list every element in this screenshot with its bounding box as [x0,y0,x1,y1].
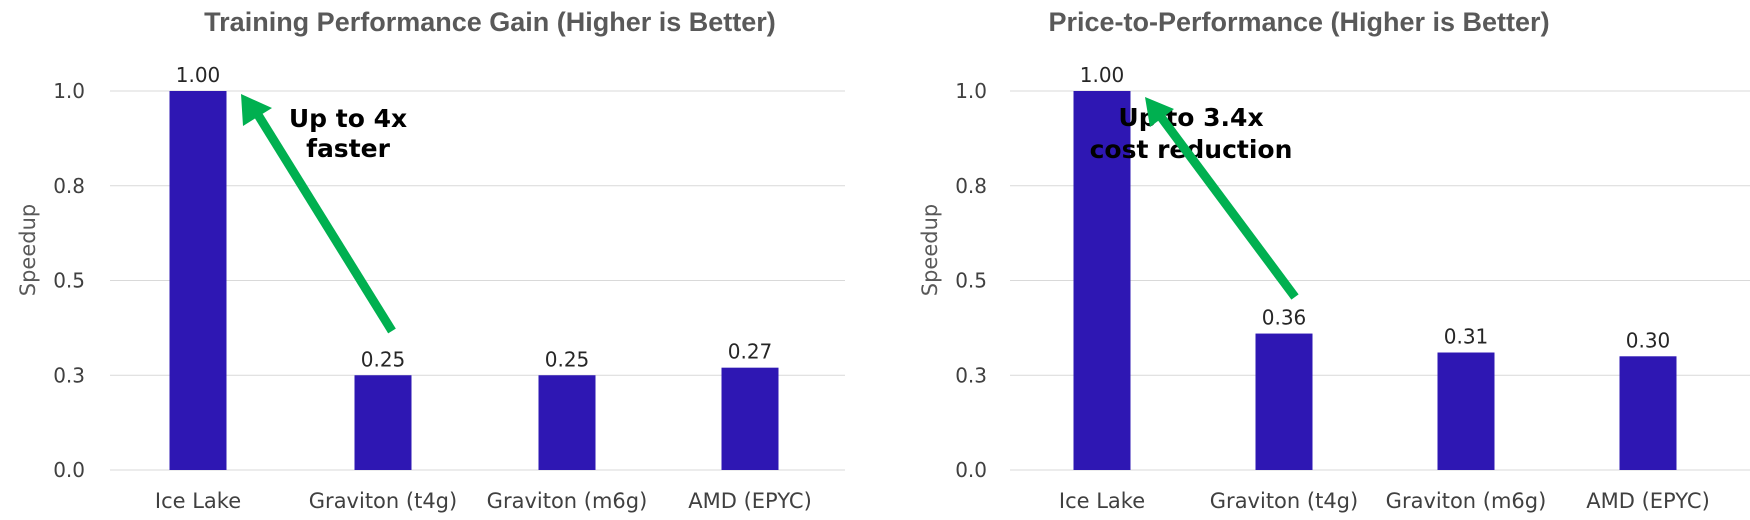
annotation-line-2: faster [306,134,391,163]
y-axis-label: Speedup [16,204,40,296]
bar [1073,91,1131,470]
bar [169,91,227,470]
x-tick-label: Graviton (t4g) [1210,489,1358,513]
x-tick-label: Ice Lake [155,489,241,513]
annotation-line-1: Up to 4x [289,104,407,133]
y-tick-label: 0.5 [53,269,85,293]
annotation-arrow-head [1145,97,1174,127]
y-tick-label: 1.0 [955,79,987,103]
y-tick-label: 0.5 [955,269,987,293]
chart-panel-training: Training Performance Gain (Higher is Bet… [16,7,845,513]
data-label: 1.00 [1080,63,1125,87]
chart-panel-price: Price-to-Performance (Higher is Better) … [875,0,1750,520]
annotation-arrow-head [241,94,272,126]
bar [354,375,412,470]
y-tick-label: 0.8 [53,174,85,198]
data-label: 0.31 [1444,325,1489,349]
bar [1437,352,1495,470]
x-tick-label: Ice Lake [1059,489,1145,513]
y-tick-label: 0.0 [955,458,987,482]
chart-training-performance: Training Performance Gain (Higher is Bet… [16,7,845,513]
y-tick-label: 0.0 [53,458,85,482]
y-axis-label: Speedup [918,204,942,296]
y-tick-label: 1.0 [53,79,85,103]
data-label: 0.36 [1262,306,1307,330]
annotation-arrow-shaft [251,107,396,334]
x-tick-label: Graviton (m6g) [1386,489,1547,513]
data-label: 0.25 [361,347,406,371]
chart-title: Price-to-Performance (Higher is Better) [1048,7,1549,37]
chart-price-to-performance: Price-to-Performance (Higher is Better) … [918,7,1750,513]
y-tick-label: 0.3 [53,363,85,387]
y-tick-label: 0.8 [955,174,987,198]
annotation-line-1: Up to 3.4x [1118,103,1263,132]
bar [538,375,596,470]
x-tick-label: Graviton (m6g) [487,489,648,513]
bar [1255,333,1313,470]
data-label: 0.25 [545,347,590,371]
data-label: 0.27 [728,340,773,364]
bar [1619,356,1677,470]
y-tick-label: 0.3 [955,363,987,387]
chart-title: Training Performance Gain (Higher is Bet… [204,7,776,37]
x-tick-label: AMD (EPYC) [1586,489,1710,513]
data-label: 1.00 [176,63,221,87]
x-tick-label: AMD (EPYC) [688,489,812,513]
data-label: 0.30 [1626,328,1671,352]
annotation-arrow-shaft [1154,110,1299,300]
bar [721,367,779,470]
x-tick-label: Graviton (t4g) [309,489,457,513]
